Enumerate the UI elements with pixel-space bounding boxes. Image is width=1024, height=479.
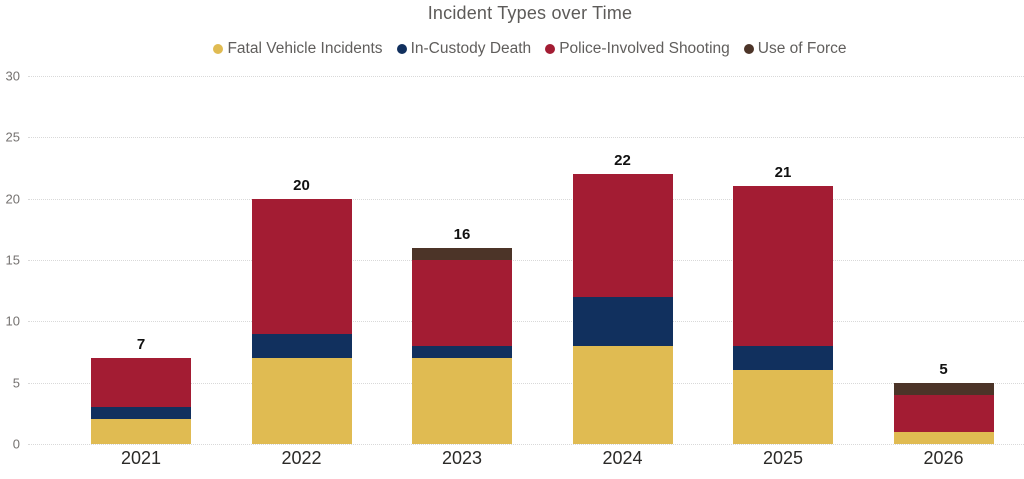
bar-segment-2023-use-of-force[interactable] — [412, 247, 512, 260]
bar-segment-2022-fatal-vehicle-incidents[interactable] — [251, 358, 352, 444]
x-axis-label-2023: 2023 — [441, 448, 483, 468]
gridline-30 — [28, 76, 1024, 77]
bar-segment-2026-fatal-vehicle-incidents[interactable] — [893, 431, 994, 444]
bar-segment-2023-fatal-vehicle-incidents[interactable] — [412, 358, 512, 444]
y-axis-label-5: 5 — [12, 375, 20, 391]
legend-item-in-custody-death[interactable]: In-Custody Death — [396, 40, 532, 58]
legend: Fatal Vehicle Incidents In-Custody Death P… — [36, 40, 1024, 58]
x-axis-label-2026: 2026 — [923, 448, 964, 468]
bar-segment-2025-in-custody-death[interactable] — [733, 345, 833, 371]
y-axis-label-10: 10 — [5, 313, 20, 329]
x-axis-label-2021: 2021 — [120, 448, 162, 468]
legend-item-label: Police-Involved Shooting — [559, 40, 730, 57]
bar-segment-2021-in-custody-death[interactable] — [91, 407, 191, 420]
legend-swatch-icon — [213, 44, 224, 54]
bar-segment-2025-fatal-vehicle-incidents[interactable] — [733, 370, 833, 444]
bar-segment-2025-police-involved-shooting[interactable] — [733, 186, 833, 346]
bar-total-label-2021: 7 — [136, 336, 146, 354]
gridline-5 — [28, 382, 1024, 384]
legend-item-police-involved-shooting[interactable]: Police-Involved Shooting — [545, 40, 730, 58]
bar-segment-2024-police-involved-shooting[interactable] — [572, 174, 673, 297]
bar-total-label-2022: 20 — [293, 176, 310, 194]
bar-segment-2024-fatal-vehicle-incidents[interactable] — [572, 345, 673, 444]
bar-segment-2021-police-involved-shooting[interactable] — [91, 358, 191, 408]
bar-total-label-2024: 22 — [614, 152, 631, 170]
gridline-15 — [28, 260, 1024, 261]
y-axis-label-25: 25 — [5, 129, 20, 145]
gridline-10 — [28, 321, 1024, 323]
y-axis-label-30: 30 — [5, 68, 20, 84]
legend-item-fatal-vehicle-incidents[interactable]: Fatal Vehicle Incidents — [213, 40, 383, 58]
legend-swatch-icon — [743, 44, 754, 54]
x-axis-label-2024: 2024 — [602, 448, 643, 468]
y-axis-label-15: 15 — [5, 252, 20, 268]
legend-swatch-icon — [396, 44, 407, 54]
bar-segment-2024-in-custody-death[interactable] — [572, 296, 673, 346]
x-axis-label-2025: 2025 — [762, 448, 804, 468]
legend-item-label: Use of Force — [757, 40, 847, 57]
bar-segment-2021-fatal-vehicle-incidents[interactable] — [91, 419, 191, 444]
bar-total-label-2023: 16 — [453, 225, 471, 243]
bar-segment-2026-police-involved-shooting[interactable] — [893, 394, 994, 432]
y-axis-label-20: 20 — [5, 191, 20, 207]
legend-item-label: Fatal Vehicle Incidents — [227, 40, 383, 57]
bar-segment-2022-police-involved-shooting[interactable] — [251, 198, 352, 334]
x-axis-label-2022: 2022 — [281, 448, 322, 468]
gridline-0 — [28, 444, 1024, 445]
bar-segment-2026-use-of-force[interactable] — [893, 382, 994, 395]
gridline-20 — [28, 198, 1024, 200]
legend-swatch-icon — [545, 44, 556, 54]
bar-segment-2023-in-custody-death[interactable] — [412, 345, 512, 359]
chart-title: Incident Types over Time — [427, 3, 633, 23]
legend-item-label: In-Custody Death — [410, 40, 532, 57]
gridline-25 — [28, 137, 1024, 139]
y-axis-label-0: 0 — [12, 436, 20, 452]
legend-item-use-of-force[interactable]: Use of Force — [743, 40, 847, 58]
bar-total-label-2025: 21 — [774, 164, 792, 182]
bar-segment-2023-police-involved-shooting[interactable] — [412, 260, 512, 346]
bar-segment-2022-in-custody-death[interactable] — [251, 333, 352, 359]
bar-total-label-2026: 5 — [939, 360, 948, 378]
